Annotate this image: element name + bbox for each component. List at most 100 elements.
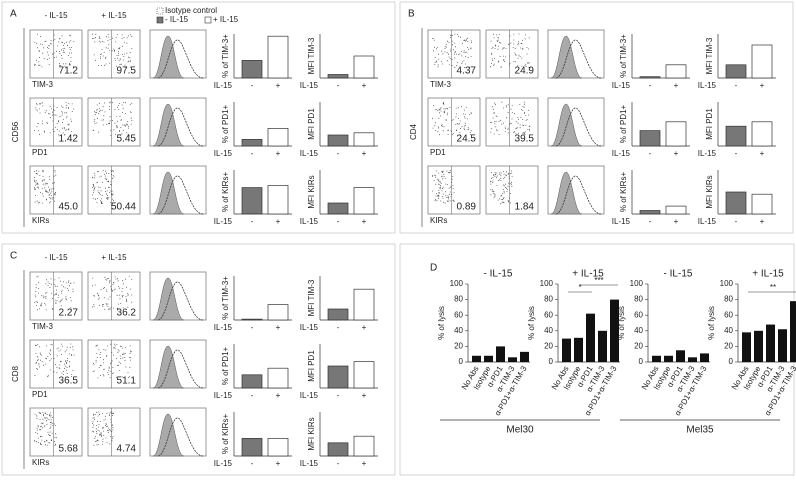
x-axis-label: IL-15 [300, 149, 319, 158]
bar [267, 367, 289, 389]
sig-stars: *** [594, 276, 603, 285]
x-tick-label: - [649, 217, 652, 226]
x-tick-label: + [674, 149, 679, 158]
x-tick-label: - [251, 149, 254, 158]
x-axis-label: IL-15 [300, 81, 319, 90]
y-tick-label: 100 [630, 279, 644, 288]
y-axis-label: MFI TIM-3 [705, 37, 714, 74]
legend-label: + IL-15 [213, 15, 239, 24]
bar [742, 332, 751, 362]
x-tick-label: - [735, 217, 738, 226]
percentage: 36.5 [59, 376, 79, 387]
row-marker: PD1 [32, 148, 48, 157]
flow-dots [34, 102, 75, 136]
bar [725, 125, 747, 147]
bar [652, 355, 661, 362]
il15-hist [157, 175, 204, 215]
y-tick-label: 0 [459, 357, 464, 366]
bar [327, 74, 349, 79]
il15-hist [157, 39, 204, 79]
x-tick-label: + [276, 217, 281, 226]
bar [586, 313, 595, 362]
flow-plot [87, 97, 141, 147]
x-tick-label: - [735, 149, 738, 158]
percentage: 4.37 [457, 66, 477, 77]
y-axis-label: MFI PD1 [307, 350, 316, 382]
bar [241, 60, 263, 79]
percentage: 1.42 [59, 134, 79, 145]
flow-dots [490, 101, 531, 136]
flow-dots [92, 33, 133, 68]
bar [327, 202, 349, 215]
x-axis-label: IL-15 [612, 217, 631, 226]
x-axis-label: IL-15 [300, 217, 319, 226]
panel-label: D [430, 263, 437, 274]
row-marker: PD1 [430, 148, 446, 157]
condition: + IL-15 [101, 253, 127, 262]
bar [676, 350, 685, 362]
percentage: 4.74 [117, 444, 137, 455]
bar [665, 64, 687, 79]
x-tick-label: + [362, 323, 367, 332]
x-tick-label: + [276, 323, 281, 332]
y-axis-label: % of KIRs+ [221, 414, 230, 455]
x-tick-label: + [362, 217, 367, 226]
percentage: 0.89 [457, 202, 477, 213]
percentage: 50.44 [111, 202, 136, 213]
x-tick-label: + [362, 459, 367, 468]
y-axis-label: % of TIM-3+ [619, 34, 628, 78]
bar [665, 121, 687, 147]
percentage: 5.68 [59, 444, 79, 455]
x-tick-label: + [276, 149, 281, 158]
bar [241, 187, 263, 215]
x-tick-label: + [276, 459, 281, 468]
bar [327, 442, 349, 457]
bar [508, 357, 517, 362]
y-tick-label: 20 [634, 342, 643, 351]
bar [751, 44, 773, 79]
y-tick-label: 60 [634, 310, 643, 319]
y-axis-label: MFI PD1 [705, 108, 714, 140]
legend-swatch [156, 7, 164, 15]
legend-label: Isotype control [165, 6, 217, 15]
bar [751, 121, 773, 147]
flow-dots [34, 412, 57, 446]
flow-plot [29, 165, 83, 215]
x-tick-label: - [337, 149, 340, 158]
y-axis-label: % of KIRs+ [619, 172, 628, 213]
panel-label: C [10, 251, 17, 262]
cell-marker: CD8 [11, 365, 20, 382]
row-marker: TIM-3 [430, 80, 451, 89]
flow-plot [427, 165, 481, 215]
percentage: 39.5 [515, 134, 535, 145]
percentage: 36.2 [117, 308, 137, 319]
y-axis-label: % of lysis [527, 306, 536, 340]
x-tick-label: + [760, 149, 765, 158]
y-tick-label: 100 [540, 279, 554, 288]
flow-plot [29, 407, 83, 457]
flow-dots [490, 170, 513, 205]
cell-marker: CD4 [409, 123, 418, 140]
flow-plot [87, 407, 141, 457]
x-tick-label: - [337, 81, 340, 90]
bar [267, 35, 289, 79]
percentage: 2.27 [59, 308, 79, 319]
flow-dots [432, 170, 455, 204]
bar [353, 187, 375, 215]
bar [598, 330, 607, 362]
x-axis-label: IL-15 [214, 459, 233, 468]
percentage: 45.0 [59, 202, 79, 213]
flow-dots [34, 343, 75, 378]
y-tick-label: 20 [454, 342, 463, 351]
bar [665, 205, 687, 215]
x-axis-label: IL-15 [698, 217, 717, 226]
y-tick-label: 40 [544, 326, 553, 335]
x-tick-label: - [337, 459, 340, 468]
x-tick-label: + [760, 217, 765, 226]
bar [496, 346, 505, 362]
percentage: 51.1 [117, 376, 137, 387]
chart-title: - IL-15 [664, 269, 693, 280]
panel-label: B [408, 9, 415, 20]
row-marker: TIM-3 [32, 322, 53, 331]
bar [327, 365, 349, 389]
